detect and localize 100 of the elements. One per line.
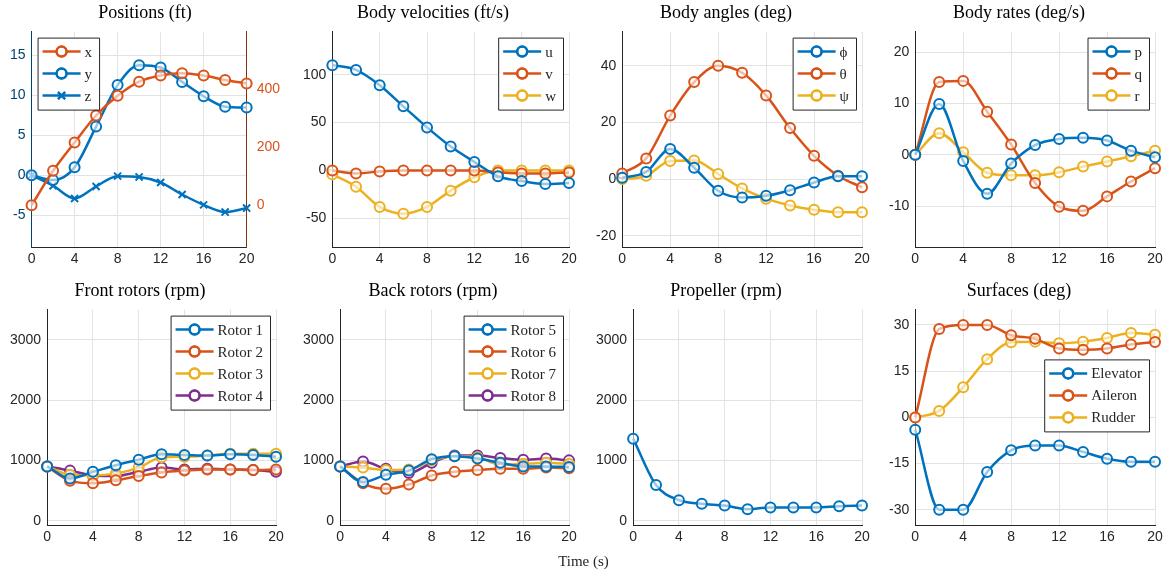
legend-label: ψ xyxy=(839,87,850,104)
legend-label: Rotor 5 xyxy=(510,321,556,338)
x-tick-label: 16 xyxy=(513,250,530,267)
legend-label: w xyxy=(545,87,557,104)
chart-title: Propeller (rpm) xyxy=(670,279,782,301)
y-tick-label: 15 xyxy=(893,362,910,379)
legend-label: Rotor 7 xyxy=(510,365,557,382)
x-tick-label: 12 xyxy=(1051,250,1068,267)
y-tick-label: 1000 xyxy=(302,451,335,468)
x-tick-label: 12 xyxy=(469,528,486,545)
y-tick-label: -20 xyxy=(596,226,617,243)
x-tick-label: 8 xyxy=(1007,250,1016,267)
x-tick-label: 4 xyxy=(666,250,675,267)
x-tick-label: 16 xyxy=(1099,528,1116,545)
x-tick-label: 8 xyxy=(134,528,143,545)
x-tick-label: 16 xyxy=(806,250,823,267)
chart-title: Front rotors (rpm) xyxy=(74,279,206,301)
legend-label: Rotor 4 xyxy=(217,387,264,404)
legend-label: Rotor 3 xyxy=(217,365,263,382)
x-tick-label: 12 xyxy=(176,528,193,545)
x-tick-label: 8 xyxy=(423,250,432,267)
y-tick-label: 30 xyxy=(893,315,910,332)
y-tick-label: 0 xyxy=(901,145,910,162)
y-tick-label: 100 xyxy=(303,65,327,82)
x-tick-label: 20 xyxy=(1147,528,1163,545)
y-tick-label: 3000 xyxy=(302,330,335,347)
x-tick-label: 16 xyxy=(222,528,239,545)
y-tick-label: 0 xyxy=(901,408,910,425)
legend-label: Rotor 8 xyxy=(510,387,556,404)
legend-label: u xyxy=(545,43,554,60)
x-tick-label: 4 xyxy=(959,528,968,545)
y-tick-label: 0 xyxy=(326,511,335,528)
x-tick-label: 20 xyxy=(854,250,870,267)
y-tick-label: 2000 xyxy=(302,390,335,407)
chart-title: Surfaces (deg) xyxy=(966,279,1072,301)
y2-tick-label: 400 xyxy=(256,80,281,97)
x-tick-label: 8 xyxy=(427,528,436,545)
x-tick-label: 16 xyxy=(195,250,212,267)
chart-title: Body velocities (ft/s) xyxy=(357,1,509,23)
x-tick-label: 8 xyxy=(714,250,723,267)
y-tick-label: 0 xyxy=(33,511,42,528)
chart-title: Body angles (deg) xyxy=(660,1,792,23)
chart-title: Body rates (deg/s) xyxy=(953,1,1085,23)
y-tick-label: 0 xyxy=(318,161,327,178)
legend-label: z xyxy=(84,87,92,104)
legend-label: r xyxy=(1134,87,1140,104)
chart-title: Positions (ft) xyxy=(98,1,192,23)
legend-label: ϕ xyxy=(839,43,848,60)
legend-label: v xyxy=(545,65,554,82)
legend-label: Elevator xyxy=(1091,365,1142,382)
y-tick-label: 10 xyxy=(893,94,910,111)
y2-tick-label: 0 xyxy=(256,196,265,213)
x-tick-label: 12 xyxy=(1051,528,1068,545)
chart-title: Back rotors (rpm) xyxy=(368,279,498,301)
x-tick-label: 20 xyxy=(854,528,870,545)
x-tick-label: 12 xyxy=(758,250,775,267)
y-tick-label: 40 xyxy=(600,56,617,73)
y-tick-label: 20 xyxy=(893,42,910,59)
y-tick-label: 3000 xyxy=(595,330,628,347)
x-tick-label: 20 xyxy=(1147,250,1163,267)
y-tick-label: -50 xyxy=(306,209,327,226)
y-tick-label: 1000 xyxy=(9,451,42,468)
y-tick-label: -30 xyxy=(889,500,910,517)
y-tick-label: 3000 xyxy=(9,330,42,347)
y-tick-label: 50 xyxy=(310,113,327,130)
y-tick-label: 0 xyxy=(17,166,26,183)
y-tick-label: 2000 xyxy=(595,390,628,407)
y-tick-label: -5 xyxy=(13,206,26,223)
x-tick-label: 12 xyxy=(762,528,779,545)
x-tick-label: 12 xyxy=(466,250,483,267)
legend-label: Aileron xyxy=(1091,387,1138,404)
text: Time (s) xyxy=(557,553,610,570)
legend-label: Rotor 6 xyxy=(510,343,557,360)
x-tick-label: 8 xyxy=(1007,528,1016,545)
y-tick-label: -10 xyxy=(889,196,910,213)
y-tick-label: 0 xyxy=(619,511,628,528)
x-tick-label: 20 xyxy=(238,250,255,267)
x-tick-label: 4 xyxy=(959,250,968,267)
y-tick-label: 1000 xyxy=(595,451,628,468)
x-tick-label: 20 xyxy=(268,528,284,545)
y-tick-label: 20 xyxy=(600,113,617,130)
x-tick-label: 12 xyxy=(152,250,169,267)
x-tick-label: 16 xyxy=(515,528,532,545)
x-tick-label: 8 xyxy=(113,250,122,267)
y-tick-label: 5 xyxy=(17,126,26,143)
x-tick-label: 4 xyxy=(382,528,391,545)
x-tick-label: 4 xyxy=(89,528,98,545)
legend-label: q xyxy=(1134,65,1143,82)
legend-label: x xyxy=(84,43,93,60)
y-tick-label: 2000 xyxy=(9,390,42,407)
y2-tick-label: 200 xyxy=(256,138,281,155)
x-tick-label: 4 xyxy=(70,250,79,267)
legend-label: Rudder xyxy=(1091,409,1136,426)
x-tick-label: 8 xyxy=(720,528,729,545)
legend-label: Rotor 1 xyxy=(217,321,263,338)
legend-label: y xyxy=(84,65,93,82)
y-tick-label: 0 xyxy=(608,169,617,186)
legend-label: p xyxy=(1134,43,1142,60)
y-tick-label: 15 xyxy=(9,46,26,63)
y-tick-label: 10 xyxy=(9,86,26,103)
